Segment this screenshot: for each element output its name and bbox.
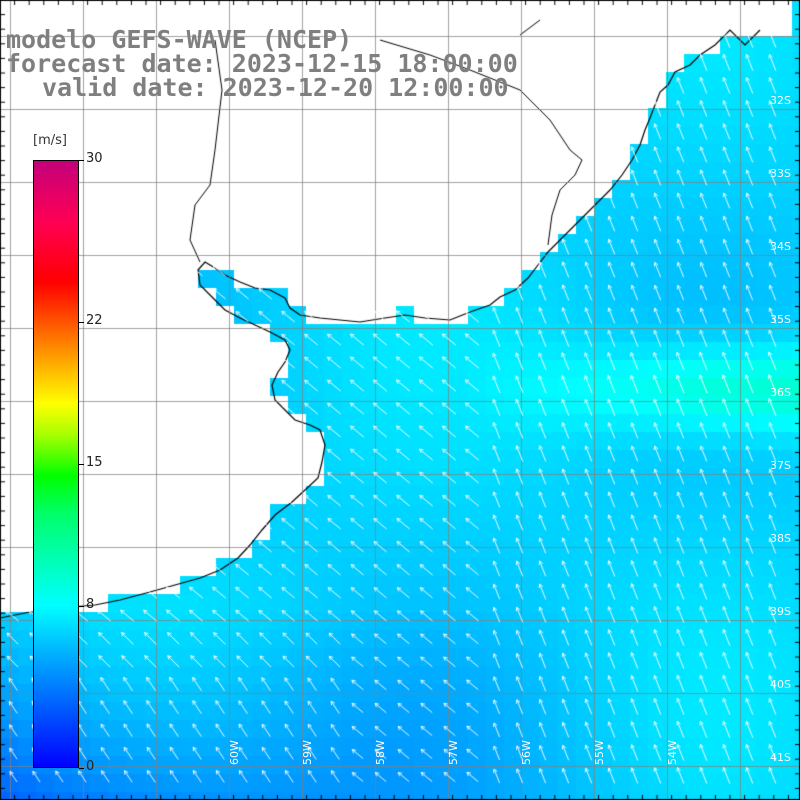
colorbar [33,160,79,768]
colorbar-tick-label: 30 [86,151,103,166]
latitude-label: 40S [770,678,791,691]
colorbar-unit: [m/s] [33,133,67,148]
latitude-label: 38S [770,532,791,545]
latitude-label: 33S [770,167,791,180]
longitude-label: 56W [520,740,533,765]
latitude-label: 41S [770,751,791,764]
colorbar-tick-label: 15 [86,455,103,470]
latitude-label: 35S [770,313,791,326]
title-valid-date: valid date: 2023-12-20 12:00:00 [42,73,509,102]
latitude-label: 39S [770,605,791,618]
colorbar-tick-mark [79,160,84,161]
colorbar-tick-mark [79,322,84,324]
longitude-label: 57W [447,740,460,765]
longitude-label: 58W [374,740,387,765]
latitude-label: 36S [770,386,791,399]
longitude-label: 60W [228,740,241,765]
colorbar-tick-label: 8 [86,596,95,612]
colorbar-tick-label: 0 [86,759,95,774]
latitude-label: 32S [770,94,791,107]
colorbar-tick-mark [79,605,84,607]
latitude-label: 37S [770,459,791,472]
longitude-label: 59W [301,740,314,765]
longitude-label: 55W [593,740,606,765]
title-model: modelo GEFS-WAVE (NCEP) [6,25,353,54]
colorbar-tick-label: 22 [86,313,103,329]
longitude-label: 54W [666,740,679,765]
colorbar-tick-mark [79,464,84,465]
title-forecast-date: forecast date: 2023-12-15 18:00:00 [6,49,518,78]
latitude-label: 34S [770,240,791,253]
map-title: modelo GEFS-WAVE (NCEP) forecast date: 2… [6,25,518,102]
colorbar-tick-mark [79,768,84,769]
